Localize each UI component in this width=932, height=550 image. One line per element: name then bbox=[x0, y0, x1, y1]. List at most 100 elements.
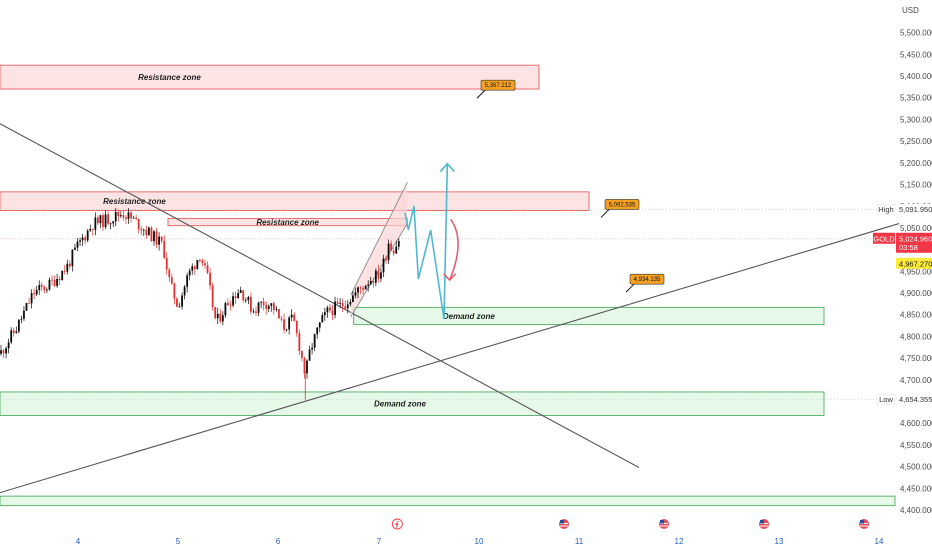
candle-body bbox=[125, 217, 127, 219]
candle-body bbox=[35, 289, 38, 295]
candle-body bbox=[290, 314, 293, 318]
price-tick: 4,600.000 bbox=[900, 419, 932, 428]
candle-body bbox=[219, 313, 222, 322]
price-tick: 5,250.000 bbox=[900, 137, 932, 146]
candle-body bbox=[316, 327, 319, 335]
candle-body bbox=[262, 301, 265, 305]
rising-channel-fill bbox=[350, 182, 408, 317]
candle-body bbox=[199, 259, 201, 261]
low-tag-label: Low bbox=[879, 395, 893, 404]
candle-body bbox=[193, 266, 196, 269]
candle-body bbox=[114, 211, 117, 222]
candle-body bbox=[7, 342, 10, 349]
candle-body bbox=[137, 218, 140, 230]
candle-body bbox=[354, 292, 357, 296]
candle-body bbox=[372, 281, 375, 283]
candle-body bbox=[221, 315, 224, 322]
resistance-zone-1 bbox=[0, 191, 590, 211]
current-price-tag bbox=[896, 232, 932, 253]
candle-body bbox=[275, 309, 278, 310]
time-tick: 12 bbox=[675, 537, 684, 546]
candle-body bbox=[15, 331, 18, 333]
candle-body bbox=[232, 296, 234, 306]
price-tick: 5,400.000 bbox=[900, 72, 932, 81]
candle-body bbox=[242, 290, 245, 301]
demand-zone-5 bbox=[0, 495, 896, 507]
candle-body bbox=[68, 263, 71, 267]
candle-body bbox=[58, 278, 61, 281]
low-tag bbox=[876, 393, 896, 405]
candle-body bbox=[346, 304, 349, 309]
candle-body bbox=[30, 293, 33, 304]
price-tick: 4,550.000 bbox=[900, 441, 932, 450]
symbol-tag-label: GOLD bbox=[873, 234, 895, 243]
candle-body bbox=[239, 290, 242, 294]
candle-body bbox=[209, 272, 211, 286]
candle-body bbox=[260, 301, 262, 303]
candle-body bbox=[145, 229, 148, 236]
time-tick: 5 bbox=[176, 537, 181, 546]
candle-body bbox=[76, 241, 79, 248]
candle-body bbox=[229, 305, 232, 307]
candle-body bbox=[158, 236, 160, 245]
candle-body bbox=[293, 314, 296, 322]
candle-body bbox=[38, 284, 41, 290]
symbol-tag bbox=[873, 232, 895, 244]
callout-pointer-1 bbox=[600, 209, 610, 218]
candle-body bbox=[117, 211, 120, 217]
time-tick: 14 bbox=[875, 537, 884, 546]
candle-body bbox=[204, 263, 206, 266]
candle-body bbox=[148, 227, 150, 236]
price-tick: 4,900.000 bbox=[900, 289, 932, 298]
candle-body bbox=[318, 322, 321, 328]
red-pullback-arrow bbox=[448, 218, 459, 281]
candle-body bbox=[280, 318, 283, 320]
zones-layer: Resistance zone Resistance zone Resistance… bbox=[0, 64, 896, 507]
candle-body bbox=[214, 307, 217, 319]
candle-body bbox=[56, 278, 58, 286]
candle-body bbox=[20, 318, 23, 320]
candle-body bbox=[119, 215, 122, 217]
candle-body bbox=[94, 217, 97, 230]
lightning-event-icon[interactable] bbox=[391, 518, 403, 530]
price-callout-2 bbox=[629, 273, 665, 285]
candle-body bbox=[130, 212, 132, 219]
price-axis[interactable]: USD 4,400.000 4,450.000 4,500.000 4,550.000 4… bbox=[873, 6, 932, 515]
candle-body bbox=[99, 215, 102, 224]
candle-body bbox=[336, 301, 339, 304]
candle-body bbox=[283, 319, 285, 330]
candle-body bbox=[74, 247, 76, 250]
candle-body bbox=[25, 302, 28, 311]
ascending-trendline bbox=[0, 223, 900, 494]
candle-body bbox=[298, 333, 301, 352]
price-tick: 4,500.000 bbox=[900, 463, 932, 472]
candle-body bbox=[140, 229, 143, 231]
candle-body bbox=[191, 266, 194, 271]
candle-body bbox=[234, 296, 237, 299]
candle-body bbox=[10, 330, 13, 343]
candle-body bbox=[265, 304, 268, 310]
candle-body bbox=[382, 258, 385, 273]
price-tick: 5,450.000 bbox=[900, 50, 932, 59]
channel-lower-line bbox=[350, 223, 408, 318]
high-tag-label: High bbox=[878, 205, 893, 214]
candle-body bbox=[135, 217, 138, 219]
demand-zone-4 bbox=[0, 391, 825, 416]
candle-body bbox=[359, 287, 362, 289]
candle-body bbox=[390, 243, 393, 251]
candle-body bbox=[369, 281, 372, 285]
candle-body bbox=[278, 309, 280, 319]
price-tick: 5,150.000 bbox=[900, 181, 932, 190]
time-axis[interactable]: 4 5 6 7 10 11 12 13 14 bbox=[76, 518, 884, 546]
projection-arrowhead bbox=[439, 162, 455, 173]
candle-body bbox=[308, 349, 311, 361]
candle-body bbox=[270, 303, 273, 306]
candle-body bbox=[313, 334, 316, 348]
price-tick: 4,750.000 bbox=[900, 354, 932, 363]
red-arrowhead bbox=[443, 273, 457, 282]
candle-body bbox=[311, 347, 313, 350]
price-tick: 4,400.000 bbox=[900, 506, 932, 515]
candle-body bbox=[301, 351, 303, 358]
level-price-tag bbox=[896, 257, 932, 269]
